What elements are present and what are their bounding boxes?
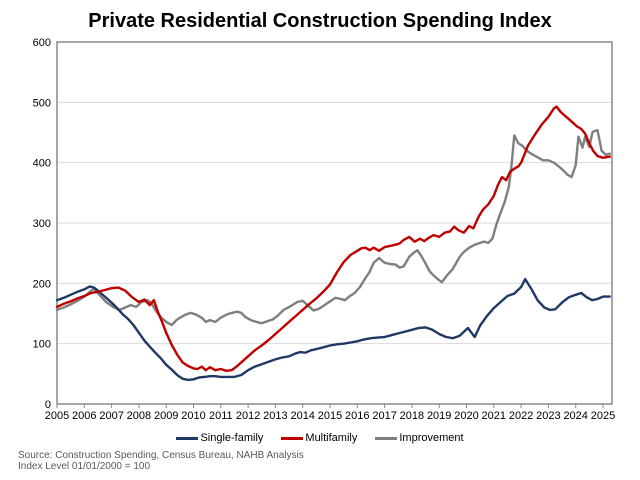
- legend-swatch-multifamily: [281, 436, 304, 440]
- y-tick-label: 200: [33, 278, 51, 290]
- x-tick-label: 2011: [209, 410, 233, 422]
- x-tick-label: 2021: [482, 410, 506, 422]
- y-tick-label: 100: [33, 339, 51, 351]
- legend-item-multifamily: Multifamily: [281, 432, 357, 444]
- line-multifamily: [55, 105, 611, 372]
- x-tick-label: 2019: [427, 410, 451, 422]
- chart-title: Private Residential Construction Spendin…: [88, 10, 552, 32]
- x-tick-label: 2009: [154, 410, 178, 422]
- legend-swatch-improvement: [375, 436, 398, 440]
- x-tick-label: 2016: [345, 410, 369, 422]
- x-tick-label: 2018: [400, 410, 424, 422]
- legend-item-improvement: Improvement: [375, 432, 464, 444]
- x-tick-label: 2008: [127, 410, 151, 422]
- y-tick-label: 400: [33, 158, 51, 170]
- x-tick-label: 2013: [263, 410, 287, 422]
- x-tick-label: 2017: [372, 410, 396, 422]
- legend-swatch-single-family: [176, 436, 199, 440]
- legend-item-single-family: Single-family: [176, 432, 263, 444]
- chart-legend: Single-family Multifamily Improvement: [0, 430, 640, 446]
- x-tick-label: 2020: [454, 410, 478, 422]
- x-tick-label: 2005: [45, 410, 69, 422]
- legend-label-single-family: Single-family: [200, 432, 264, 444]
- y-tick-label: 600: [33, 37, 51, 49]
- x-tick-label: 2014: [290, 410, 314, 422]
- legend-label-multifamily: Multifamily: [305, 432, 358, 444]
- x-tick-label: 2012: [236, 410, 260, 422]
- x-tick-label: 2006: [72, 410, 96, 422]
- x-tick-label: 2022: [509, 410, 533, 422]
- x-tick-label: 2025: [591, 410, 615, 422]
- x-tick-label: 2007: [99, 410, 123, 422]
- x-tick-label: 2015: [318, 410, 342, 422]
- x-tick-label: 2024: [563, 410, 587, 422]
- y-tick-label: 300: [33, 218, 51, 230]
- index-note-text: Index Level 01/01/2000 = 100: [18, 461, 151, 472]
- line-improvement: [55, 128, 611, 327]
- line-single-family: [55, 277, 611, 382]
- y-tick-label: 0: [45, 399, 51, 411]
- x-tick-label: 2023: [536, 410, 560, 422]
- source-text: Source: Construction Spending, Census Bu…: [18, 450, 304, 461]
- y-tick-label: 500: [33, 97, 51, 109]
- plot-border: [56, 41, 613, 405]
- x-tick-label: 2010: [181, 410, 205, 422]
- legend-label-improvement: Improvement: [399, 432, 464, 444]
